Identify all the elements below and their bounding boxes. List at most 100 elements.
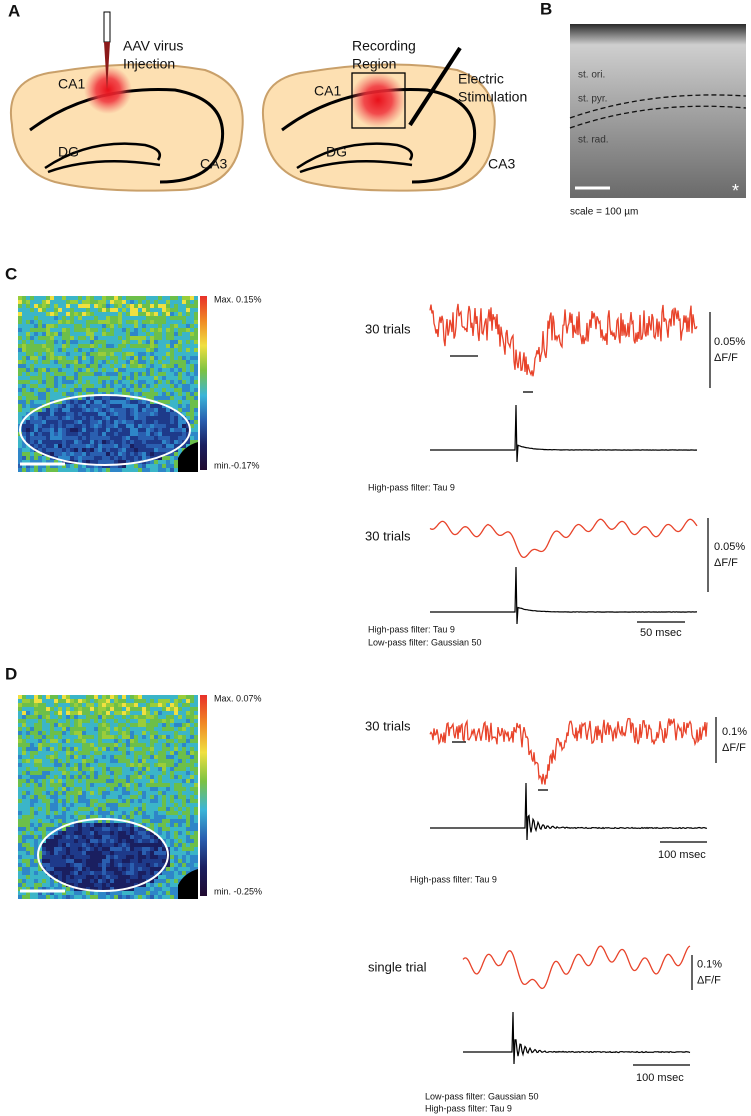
heat-cell xyxy=(122,699,126,703)
heat-cell xyxy=(118,344,122,348)
heat-cell xyxy=(114,763,118,767)
heat-cell xyxy=(22,747,26,751)
heat-cell xyxy=(70,787,74,791)
heat-cell xyxy=(126,851,130,855)
heat-cell xyxy=(178,739,182,743)
heat-cell xyxy=(102,416,106,420)
heat-cell xyxy=(154,735,158,739)
heat-cell xyxy=(170,891,174,895)
heat-cell xyxy=(122,767,126,771)
heat-cell xyxy=(54,328,58,332)
heat-cell xyxy=(38,348,42,352)
heat-cell xyxy=(78,428,82,432)
heat-cell xyxy=(118,368,122,372)
heat-cell xyxy=(114,316,118,320)
heat-cell xyxy=(142,412,146,416)
heat-cell xyxy=(122,799,126,803)
label: High-pass filter: Tau 9 xyxy=(410,874,497,884)
heat-cell xyxy=(150,356,154,360)
heat-cell xyxy=(98,400,102,404)
heat-cell xyxy=(42,340,46,344)
heat-cell xyxy=(62,867,66,871)
heat-cell xyxy=(46,320,50,324)
heat-cell xyxy=(38,424,42,428)
heat-cell xyxy=(178,827,182,831)
heat-cell xyxy=(26,811,30,815)
heat-cell xyxy=(190,739,194,743)
heat-cell xyxy=(114,448,118,452)
heat-cell xyxy=(190,783,194,787)
heat-cell xyxy=(150,320,154,324)
heat-cell xyxy=(142,304,146,308)
heat-cell xyxy=(18,851,22,855)
heat-cell xyxy=(154,783,158,787)
heat-cell xyxy=(126,340,130,344)
heat-cell xyxy=(182,336,186,340)
heat-cell xyxy=(22,815,26,819)
heat-cell xyxy=(86,739,90,743)
heat-cell xyxy=(114,855,118,859)
heat-cell xyxy=(86,859,90,863)
heat-cell xyxy=(22,424,26,428)
heat-cell xyxy=(106,759,110,763)
heat-cell xyxy=(158,723,162,727)
heat-cell xyxy=(186,703,190,707)
heat-cell xyxy=(190,412,194,416)
heat-cell xyxy=(58,719,62,723)
heat-cell xyxy=(102,839,106,843)
heat-cell xyxy=(150,843,154,847)
heat-cell xyxy=(58,328,62,332)
heat-cell xyxy=(34,424,38,428)
heat-cell xyxy=(154,468,158,472)
heat-cell xyxy=(130,436,134,440)
heat-cell xyxy=(46,819,50,823)
heat-cell xyxy=(154,759,158,763)
heat-cell xyxy=(174,843,178,847)
heat-cell xyxy=(122,735,126,739)
heat-cell xyxy=(106,432,110,436)
heat-cell xyxy=(102,695,106,699)
heat-cell xyxy=(78,296,82,300)
heat-cell xyxy=(54,695,58,699)
heat-cell xyxy=(66,863,70,867)
heat-cell xyxy=(142,703,146,707)
heat-cell xyxy=(194,763,198,767)
heat-cell xyxy=(122,787,126,791)
heat-cell xyxy=(122,731,126,735)
heat-cell xyxy=(162,312,166,316)
heat-cell xyxy=(98,799,102,803)
heat-cell xyxy=(122,352,126,356)
heat-cell xyxy=(18,739,22,743)
heat-cell xyxy=(106,875,110,879)
heat-cell xyxy=(154,416,158,420)
heat-cell xyxy=(98,372,102,376)
heat-cell xyxy=(90,791,94,795)
heat-cell xyxy=(162,384,166,388)
heat-cell xyxy=(46,356,50,360)
heat-cell xyxy=(130,384,134,388)
heat-cell xyxy=(166,703,170,707)
heat-cell xyxy=(26,743,30,747)
heat-cell xyxy=(110,320,114,324)
heat-cell xyxy=(86,304,90,308)
heat-cell xyxy=(110,787,114,791)
heat-cell xyxy=(82,695,86,699)
heat-cell xyxy=(86,843,90,847)
heat-cell xyxy=(54,436,58,440)
heat-cell xyxy=(190,312,194,316)
heat-cell xyxy=(94,895,98,899)
heat-cell xyxy=(182,300,186,304)
heat-cell xyxy=(46,384,50,388)
heat-cell xyxy=(42,767,46,771)
heat-cell xyxy=(102,332,106,336)
heat-cell xyxy=(74,723,78,727)
heat-cell xyxy=(62,360,66,364)
heat-cell xyxy=(170,695,174,699)
heat-cell xyxy=(174,316,178,320)
heat-cell xyxy=(174,747,178,751)
heat-cell xyxy=(30,823,34,827)
heat-cell xyxy=(174,719,178,723)
heat-cell xyxy=(170,751,174,755)
heat-cell xyxy=(78,735,82,739)
heat-cell xyxy=(170,372,174,376)
